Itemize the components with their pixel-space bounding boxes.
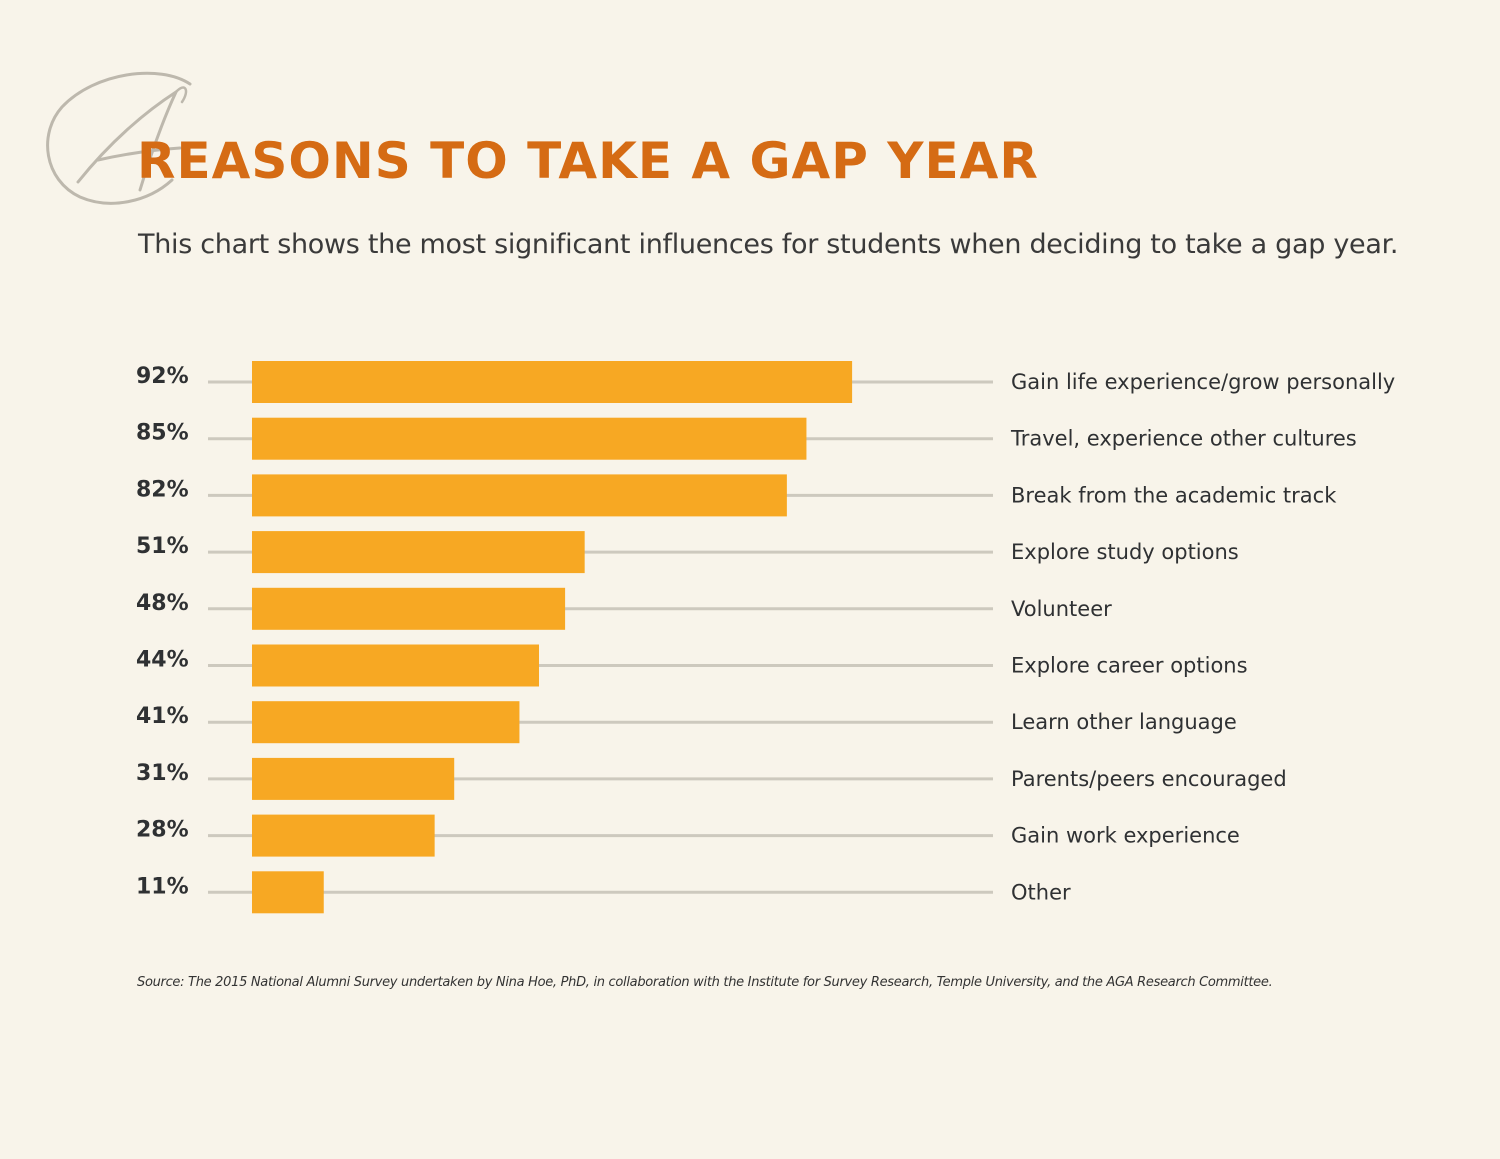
value-label: 92%: [136, 364, 189, 389]
bar: [252, 644, 540, 687]
category-label: Gain work experience: [1011, 824, 1240, 848]
value-label: 31%: [136, 761, 189, 786]
bar: [252, 531, 585, 574]
handwritten-a-logo-icon: [46, 71, 192, 205]
category-label: Travel, experience other cultures: [1010, 427, 1357, 451]
category-label: Explore career options: [1011, 654, 1248, 678]
bar: [252, 814, 435, 857]
value-label: 51%: [136, 534, 189, 559]
bar: [252, 417, 807, 460]
value-label: 41%: [136, 704, 189, 729]
bar: [252, 757, 455, 800]
bar: [252, 587, 566, 630]
bar: [252, 474, 787, 517]
value-label: 82%: [136, 477, 189, 502]
bar: [252, 701, 520, 744]
category-label: Gain life experience/grow personally: [1011, 370, 1395, 394]
category-label: Learn other language: [1011, 710, 1237, 734]
category-label: Break from the academic track: [1011, 483, 1337, 507]
page-title: REASONS TO TAKE A GAP YEAR: [137, 132, 1039, 190]
value-label: 28%: [136, 818, 189, 843]
bar: [252, 871, 324, 914]
bar: [252, 361, 853, 403]
value-label: 48%: [136, 591, 189, 616]
source-note: Source: The 2015 National Alumni Survey …: [137, 975, 1273, 990]
category-label: Volunteer: [1011, 597, 1112, 621]
category-label: Explore study options: [1011, 540, 1239, 564]
page-subtitle: This chart shows the most significant in…: [138, 229, 1399, 260]
category-label: Other: [1011, 880, 1071, 904]
value-label: 44%: [136, 648, 189, 673]
value-label: 85%: [136, 421, 189, 446]
category-label: Parents/peers encouraged: [1011, 767, 1287, 791]
value-label: 11%: [136, 874, 189, 899]
